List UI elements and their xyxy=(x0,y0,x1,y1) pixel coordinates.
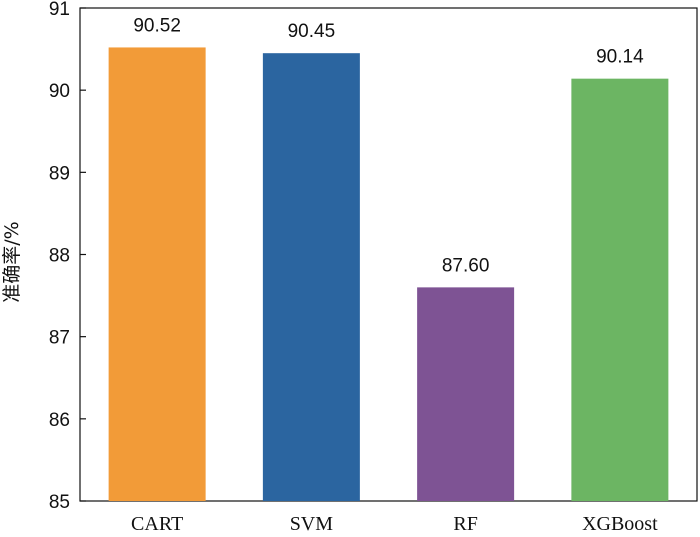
y-tick-label: 85 xyxy=(49,492,70,513)
x-tick-label-rf: RF xyxy=(453,513,477,535)
data-labels-group: 90.52 90.45 87.60 90.14 xyxy=(133,15,644,276)
y-axis-title: 准确率/% xyxy=(1,221,23,302)
data-label-svm: 90.45 xyxy=(288,21,336,42)
y-tick-label: 86 xyxy=(49,410,70,431)
y-tick-label: 91 xyxy=(49,0,70,20)
bar-rf xyxy=(417,287,515,501)
x-tick-label-cart: CART xyxy=(131,513,183,535)
bars-group xyxy=(108,47,669,502)
bar-svm xyxy=(262,53,360,502)
y-tick-label: 90 xyxy=(49,81,70,102)
x-axis: CART SVM RF XGBoost xyxy=(131,513,658,535)
x-tick-label-svm: SVM xyxy=(290,513,334,535)
data-label-xgboost: 90.14 xyxy=(596,47,644,68)
bar-xgboost xyxy=(571,78,669,501)
y-tick-label: 88 xyxy=(49,246,70,267)
bar-cart xyxy=(108,47,206,501)
y-axis: 85 86 87 88 89 90 91 xyxy=(49,0,86,513)
data-label-cart: 90.52 xyxy=(133,15,181,36)
x-tick-label-xgboost: XGBoost xyxy=(582,513,658,535)
y-tick-label: 89 xyxy=(49,163,70,184)
y-tick-label: 87 xyxy=(49,328,70,349)
data-label-rf: 87.60 xyxy=(442,255,490,276)
